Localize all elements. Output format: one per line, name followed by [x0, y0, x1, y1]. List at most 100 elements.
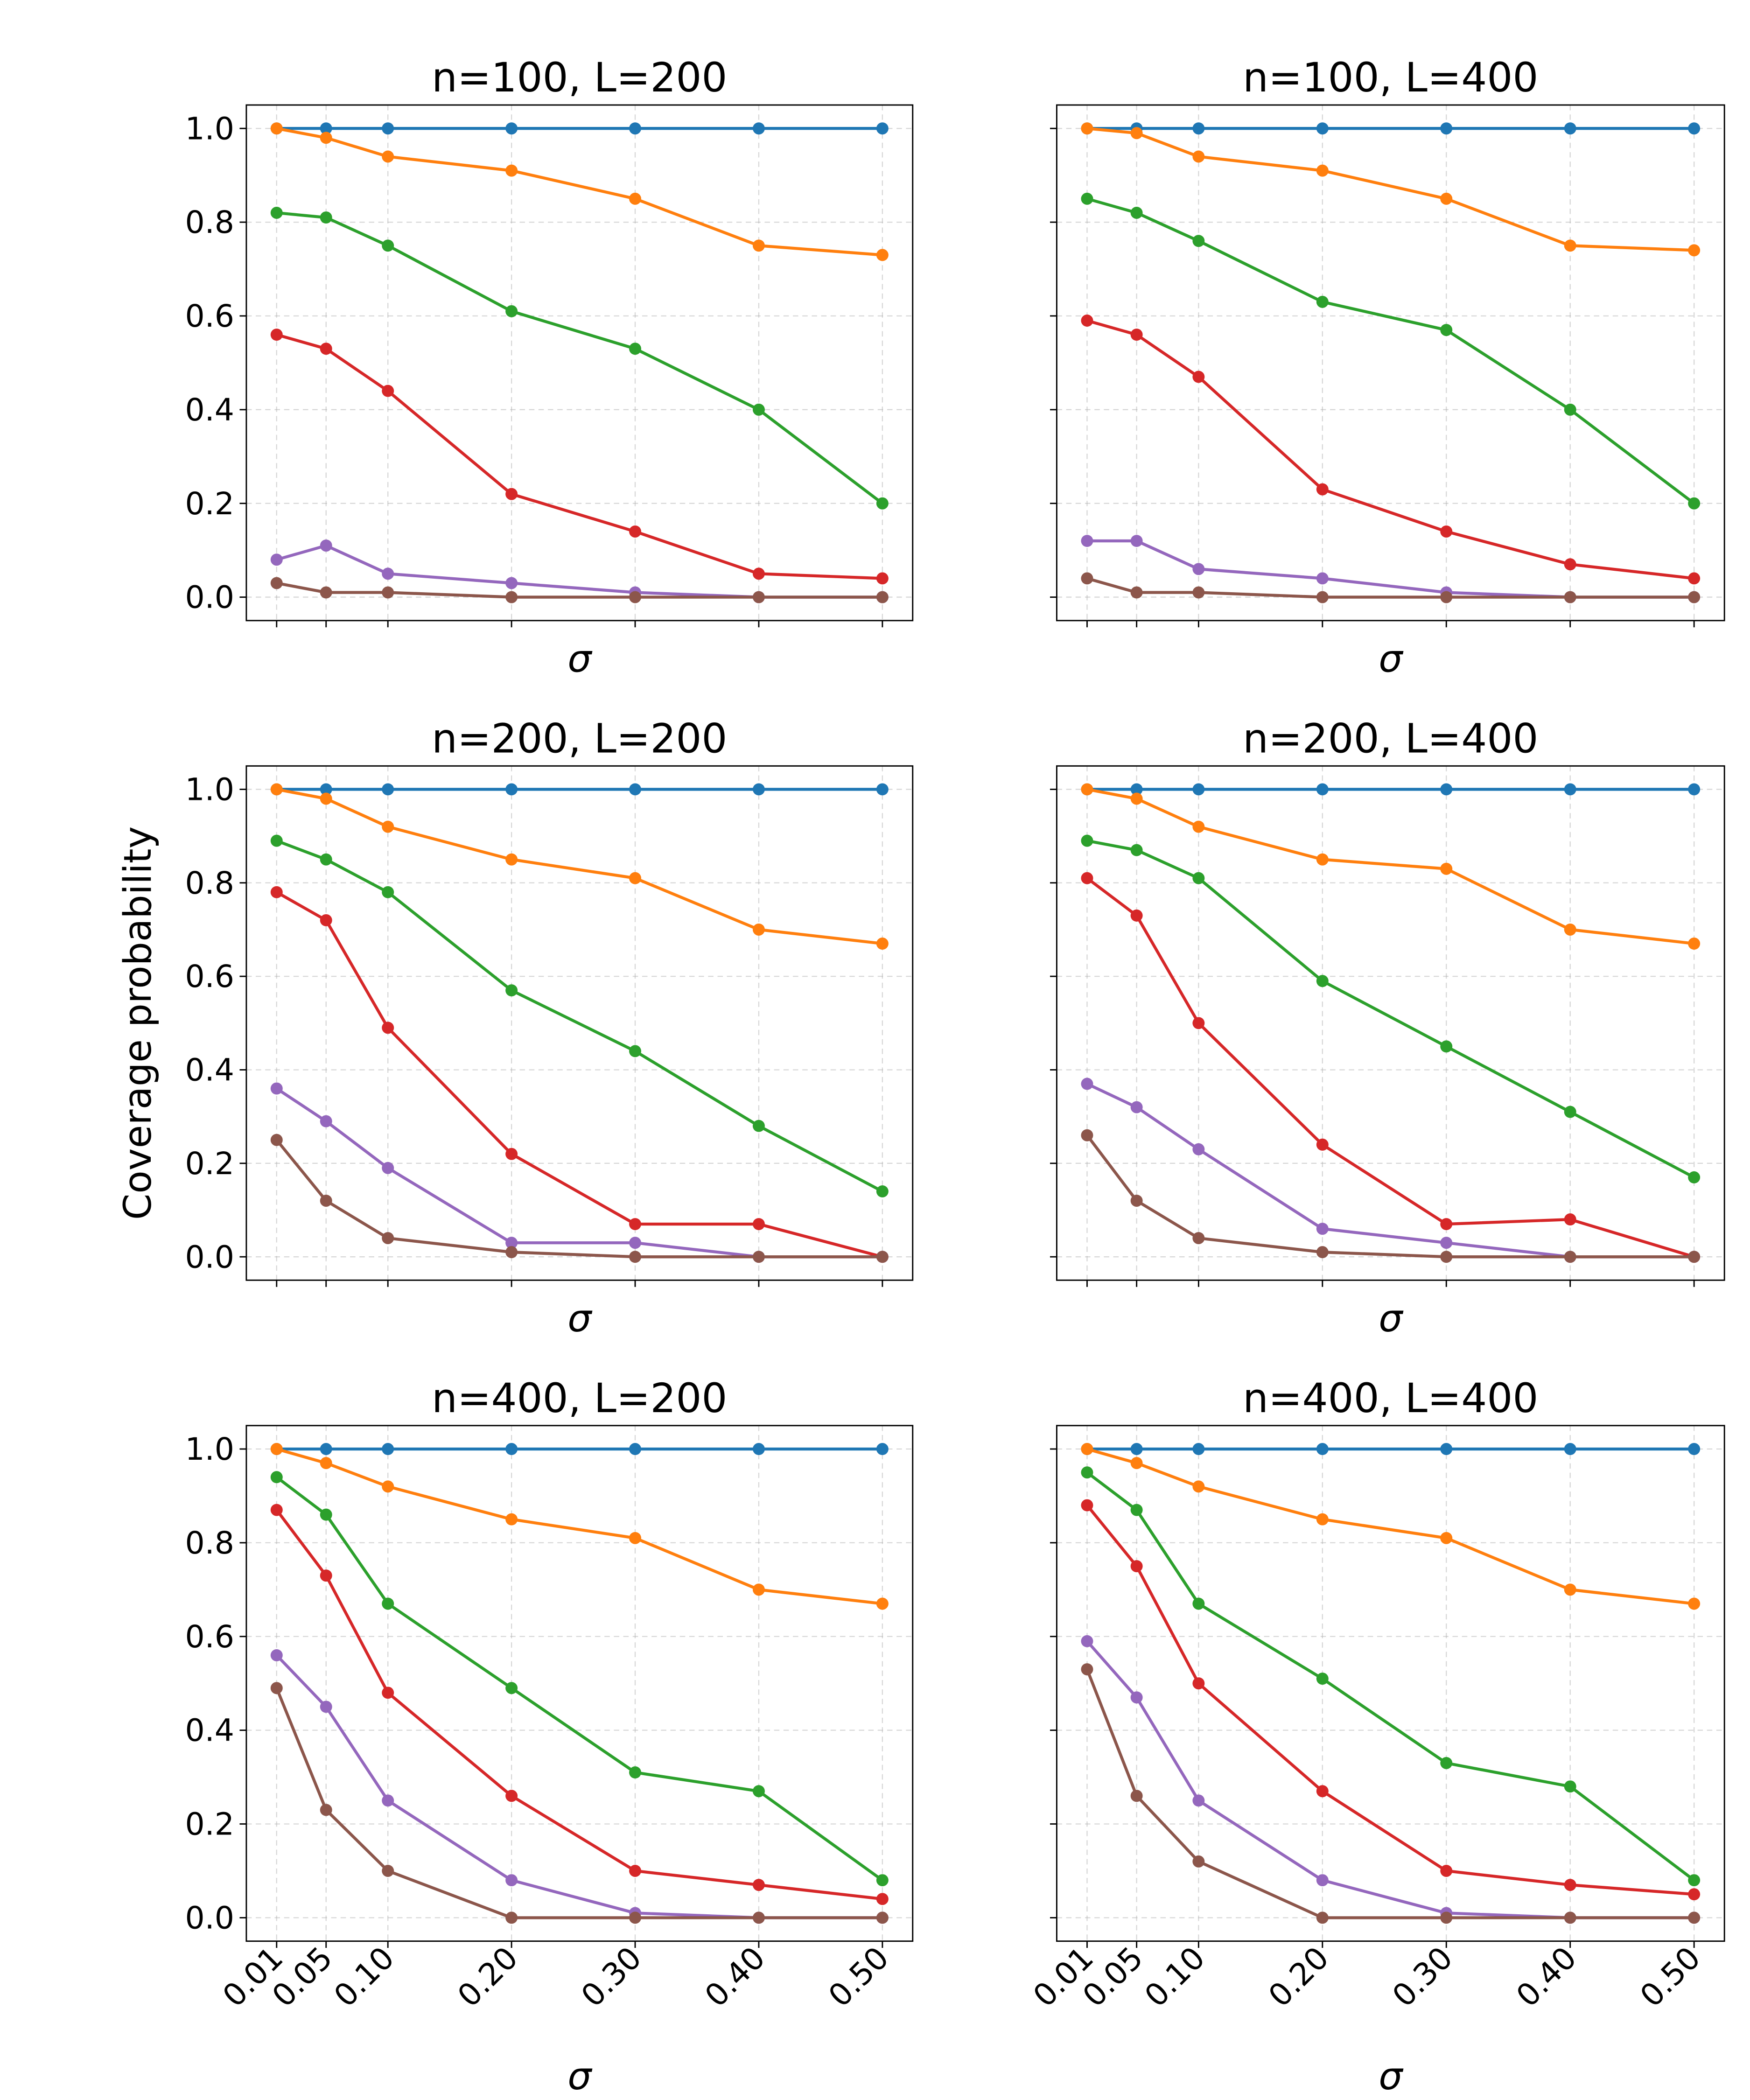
data-point	[1316, 122, 1329, 135]
series-line	[275, 1139, 882, 1259]
x-tick-label: 0.10	[327, 1939, 401, 2014]
data-point	[270, 553, 283, 566]
data-point	[1130, 127, 1143, 140]
data-point	[1316, 783, 1329, 796]
series-line	[1086, 197, 1695, 505]
y-tick-label: 0.4	[185, 392, 234, 428]
series-line	[276, 333, 882, 580]
data-point	[1081, 572, 1093, 585]
data-point	[1440, 591, 1453, 603]
data-point	[629, 1911, 642, 1924]
plot-frame	[1056, 765, 1725, 1281]
data-point	[505, 1874, 518, 1887]
data-point	[320, 1115, 332, 1127]
data-point	[1192, 1597, 1205, 1610]
data-point	[629, 872, 642, 884]
data-point	[382, 150, 394, 163]
data-point	[1564, 1251, 1576, 1263]
data-point	[1192, 1017, 1205, 1029]
data-point	[320, 132, 332, 144]
plot-frame	[1056, 1425, 1725, 1942]
data-point	[1081, 1499, 1093, 1512]
data-point	[382, 385, 394, 397]
y-tick-label: 0.0	[185, 1899, 234, 1936]
data-point	[1081, 834, 1093, 847]
y-tick-label: 0.6	[185, 958, 234, 994]
data-point	[1564, 783, 1576, 796]
data-point	[752, 1583, 765, 1596]
data-point	[1688, 244, 1701, 257]
data-point	[1130, 1443, 1143, 1456]
series-line	[1086, 1447, 1694, 1605]
data-point	[1440, 1251, 1453, 1263]
series-line	[1085, 1504, 1694, 1896]
data-point	[629, 1045, 642, 1057]
data-point	[1192, 150, 1205, 163]
data-point	[1130, 1691, 1143, 1704]
data-point	[752, 403, 765, 416]
data-point	[1316, 1911, 1329, 1924]
data-point	[1564, 1879, 1576, 1891]
data-point	[1130, 329, 1143, 341]
data-point	[382, 1597, 394, 1610]
data-point	[320, 783, 332, 796]
y-tick-label: 1.0	[185, 110, 234, 147]
x-axis-label: σ	[1379, 1297, 1404, 1341]
chart-title: n=100, L=200	[432, 55, 727, 101]
data-point	[629, 1218, 642, 1231]
data-point	[1688, 572, 1701, 585]
data-point	[1564, 558, 1576, 571]
data-point	[1081, 783, 1093, 796]
data-point	[1564, 1911, 1576, 1924]
data-point	[629, 122, 642, 135]
x-tick-label: 0.10	[1137, 1939, 1212, 2014]
data-point	[505, 1443, 518, 1456]
data-point	[1130, 1457, 1143, 1470]
data-point	[505, 577, 518, 589]
data-point	[1564, 1106, 1576, 1118]
data-point	[505, 591, 518, 603]
data-point	[1688, 1874, 1701, 1887]
data-point	[1316, 1874, 1329, 1887]
data-point	[320, 586, 332, 599]
data-point	[1192, 1794, 1205, 1807]
data-point	[320, 1701, 332, 1713]
data-point	[1192, 783, 1205, 796]
data-point	[752, 1443, 765, 1456]
data-point	[876, 1443, 889, 1456]
series-line	[275, 1509, 883, 1901]
data-point	[1688, 1251, 1701, 1263]
chart-title: n=200, L=200	[432, 716, 727, 763]
y-tick-label: 1.0	[185, 771, 234, 808]
data-point	[752, 567, 765, 580]
data-point	[629, 192, 642, 205]
y-tick-label: 0.0	[185, 579, 234, 616]
data-point	[270, 207, 283, 219]
data-point	[1192, 1443, 1205, 1456]
series-line	[276, 788, 883, 945]
data-point	[1316, 295, 1329, 308]
data-point	[629, 1864, 642, 1877]
x-tick-label: 0.50	[1633, 1939, 1708, 2014]
data-point	[1440, 1911, 1453, 1924]
data-point	[382, 1864, 394, 1877]
data-point	[382, 1022, 394, 1034]
data-point	[1130, 535, 1143, 547]
series-line	[1085, 1668, 1694, 1919]
data-point	[1440, 862, 1453, 875]
data-point	[1081, 872, 1093, 884]
data-point	[1316, 483, 1329, 496]
data-point	[1130, 207, 1143, 219]
data-point	[876, 783, 889, 796]
data-point	[1316, 975, 1329, 987]
series-line	[1086, 577, 1694, 599]
y-tick-label: 0.4	[185, 1712, 234, 1749]
data-point	[270, 1504, 283, 1516]
y-tick-label: 0.2	[185, 1145, 234, 1182]
data-point	[1130, 844, 1143, 856]
data-point	[505, 122, 518, 135]
data-point	[382, 1480, 394, 1493]
data-point	[1440, 1237, 1453, 1249]
data-point	[1130, 783, 1143, 796]
plot-frame	[1056, 104, 1725, 622]
